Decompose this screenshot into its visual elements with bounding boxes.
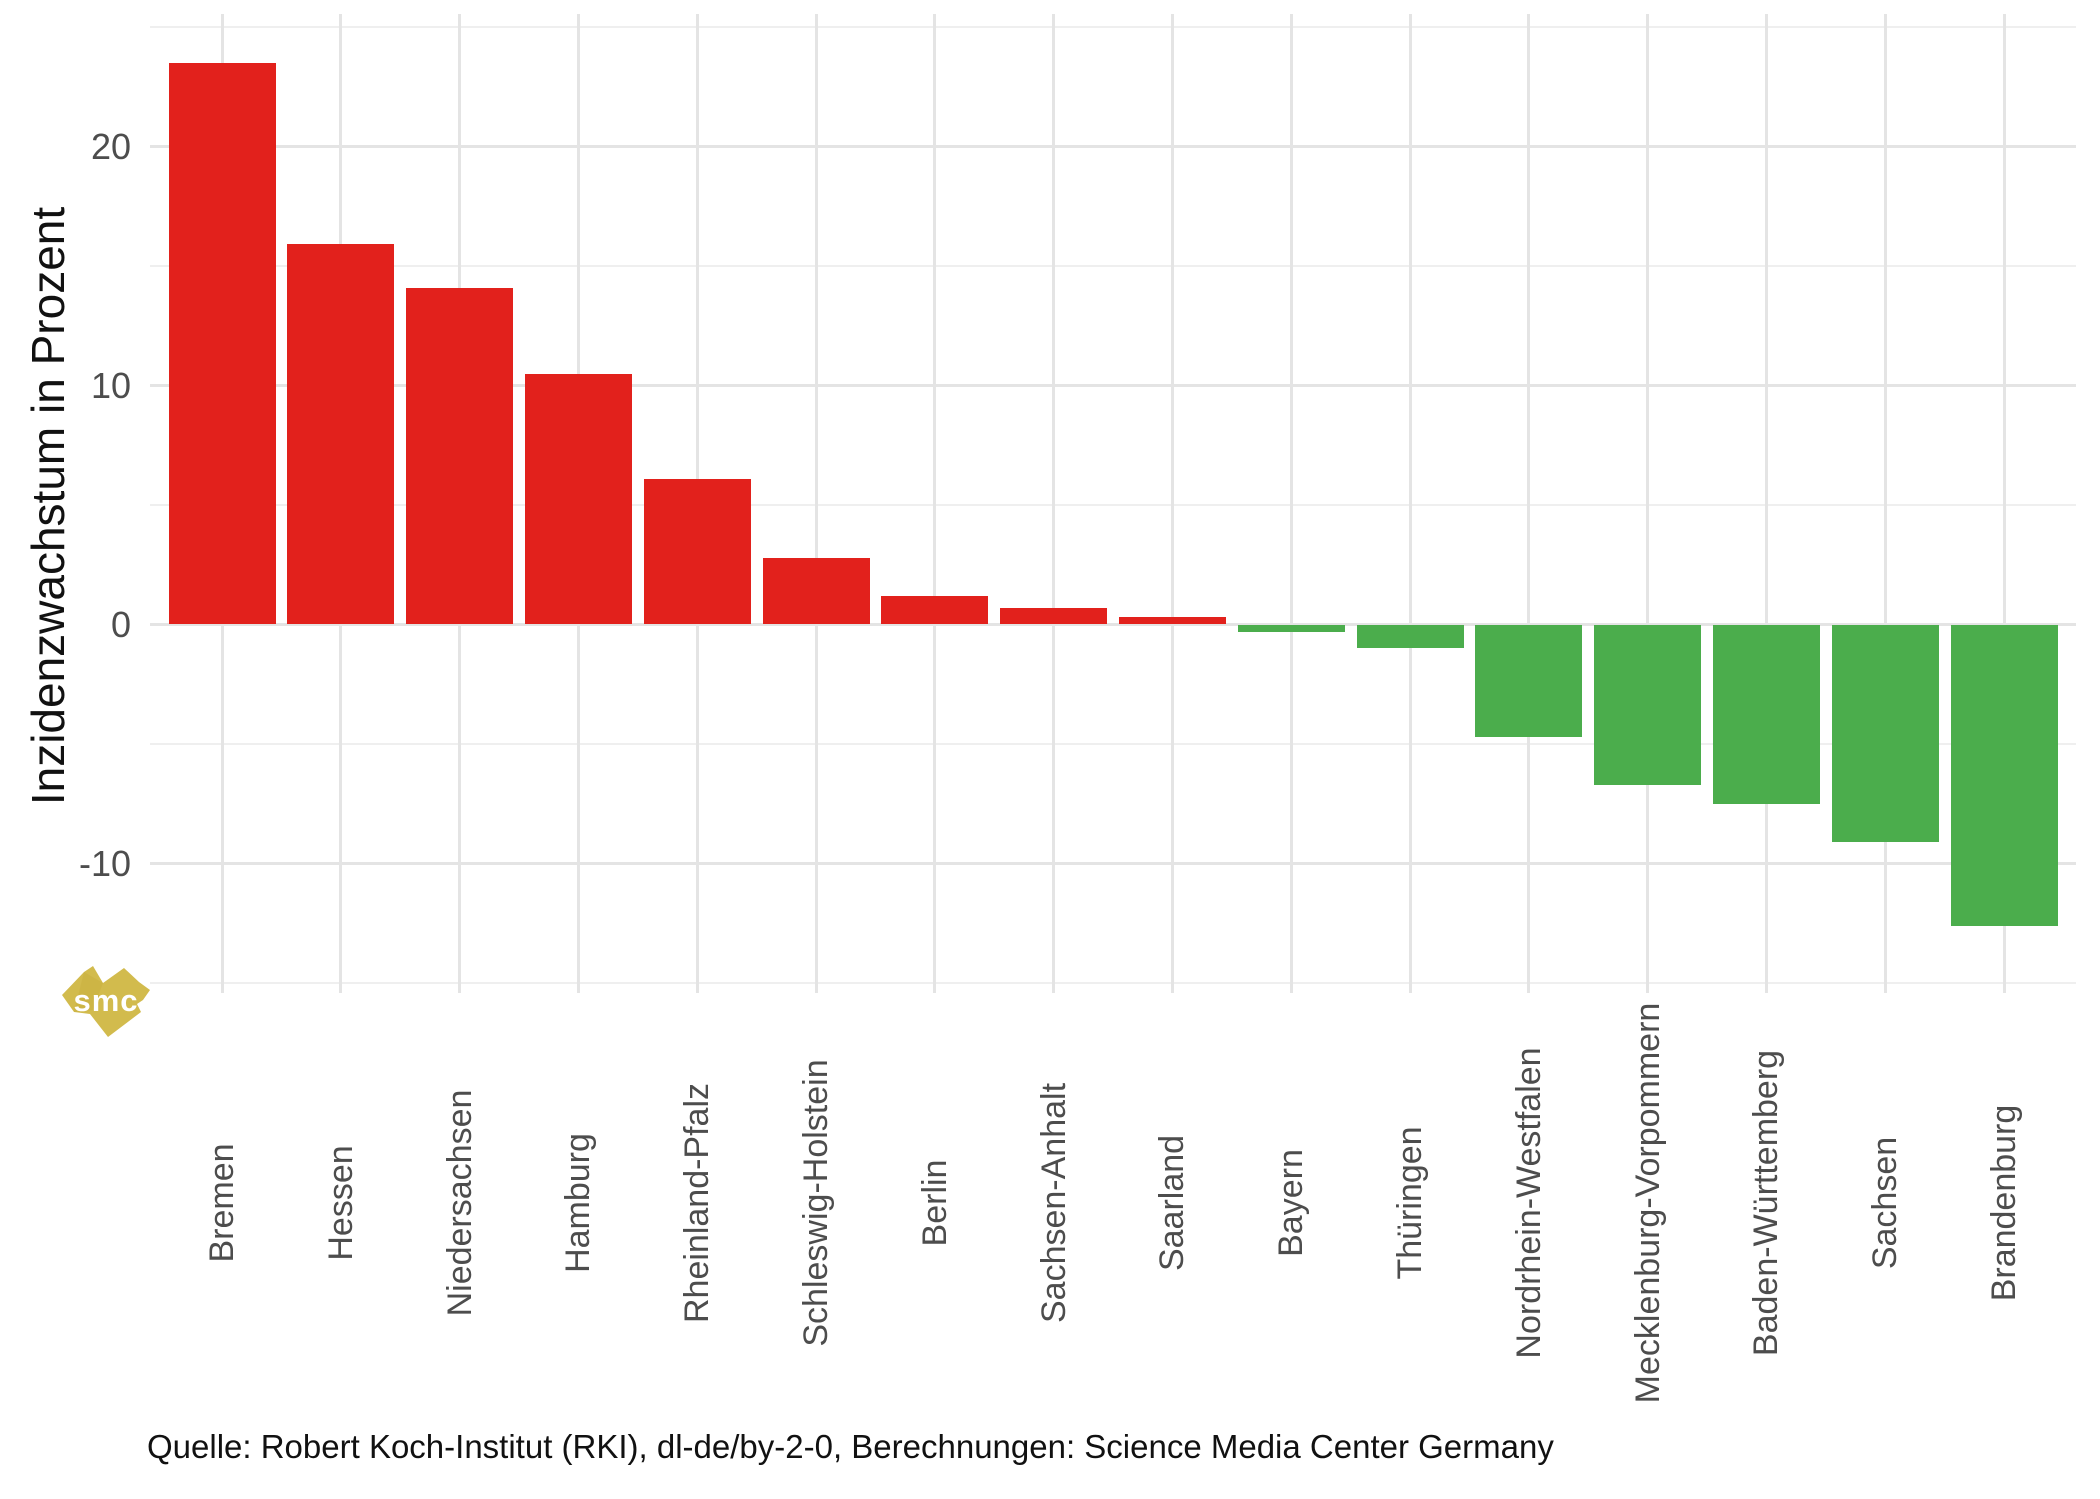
x-tick-label-Hamburg: Hamburg <box>559 1133 598 1273</box>
x-tick-label-Mecklenburg-Vorpommern: Mecklenburg-Vorpommern <box>1628 1002 1667 1404</box>
x-tick-label-Baden-Württemberg: Baden-Württemberg <box>1747 1049 1786 1357</box>
x-tick-label-Sachsen: Sachsen <box>1866 1136 1905 1270</box>
bar-Saarland <box>1118 617 1226 625</box>
bar-Mecklenburg-Vorpommern <box>1594 624 1702 785</box>
category-gridline <box>814 14 818 993</box>
source-caption: Quelle: Robert Koch-Institut (RKI), dl-d… <box>147 1428 1554 1465</box>
category-gridline <box>1646 14 1650 993</box>
category-gridline <box>1408 14 1412 993</box>
bar-Nordrhein-Westfalen <box>1475 624 1583 737</box>
major-gridline <box>150 145 2076 148</box>
x-tick-label-Hessen: Hessen <box>321 1145 360 1261</box>
bar-Rheinland-Pfalz <box>643 478 751 625</box>
major-gridline <box>150 623 2076 626</box>
x-tick-label-Saarland: Saarland <box>1153 1134 1192 1272</box>
smc-logo: smc <box>62 966 150 1037</box>
category-gridline <box>1883 14 1887 993</box>
category-gridline <box>1052 14 1056 993</box>
bar-Sachsen-Anhalt <box>1000 607 1108 625</box>
minor-gridline <box>150 743 2076 745</box>
smc-logo-facet <box>74 972 103 1012</box>
bar-Sachsen <box>1831 624 1939 842</box>
category-gridline <box>2002 14 2006 993</box>
minor-gridline <box>150 982 2076 984</box>
x-tick-label-Rheinland-Pfalz: Rheinland-Pfalz <box>678 1082 717 1324</box>
category-gridline <box>1764 14 1768 993</box>
x-tick-label-Bremen: Bremen <box>203 1143 241 1263</box>
bar-Schleswig-Holstein <box>762 557 870 625</box>
x-tick-label-Bayern: Bayern <box>1272 1149 1311 1257</box>
bar-Bayern <box>1237 624 1345 632</box>
x-tick-label-Schleswig-Holstein: Schleswig-Holstein <box>797 1059 835 1347</box>
minor-gridline <box>150 26 2076 28</box>
bar-Bremen <box>168 62 276 625</box>
y-tick-label: 10 <box>90 364 131 406</box>
smc-logo-text: smc <box>73 983 138 1018</box>
minor-gridline <box>150 265 2076 267</box>
bar-Berlin <box>881 595 989 625</box>
bar-Brandenburg <box>1950 624 2058 926</box>
y-tick-label: -10 <box>78 842 131 884</box>
bar-Thüringen <box>1356 624 1464 649</box>
bar-Baden-Württemberg <box>1712 624 1820 804</box>
bar-Hamburg <box>524 373 632 625</box>
major-gridline <box>150 862 2076 865</box>
bar-Hessen <box>287 244 395 625</box>
major-gridline <box>150 384 2076 387</box>
y-tick-label: 0 <box>110 603 131 645</box>
category-gridline <box>1527 14 1531 993</box>
x-tick-label-Thüringen: Thüringen <box>1391 1126 1429 1280</box>
x-tick-label-Sachsen-Anhalt: Sachsen-Anhalt <box>1034 1082 1073 1324</box>
y-tick-label: 20 <box>90 125 131 167</box>
minor-gridline <box>150 504 2076 506</box>
bar-Niedersachsen <box>406 287 514 625</box>
x-tick-label-Brandenburg: Brandenburg <box>1985 1104 2023 1302</box>
x-tick-label-Niedersachsen: Niedersachsen <box>440 1089 479 1317</box>
category-gridline <box>1289 14 1293 993</box>
category-gridline <box>933 14 937 993</box>
x-tick-label-Nordrhein-Westfalen: Nordrhein-Westfalen <box>1509 1047 1548 1359</box>
x-tick-label-Berlin: Berlin <box>915 1159 954 1247</box>
category-gridline <box>1170 14 1174 993</box>
